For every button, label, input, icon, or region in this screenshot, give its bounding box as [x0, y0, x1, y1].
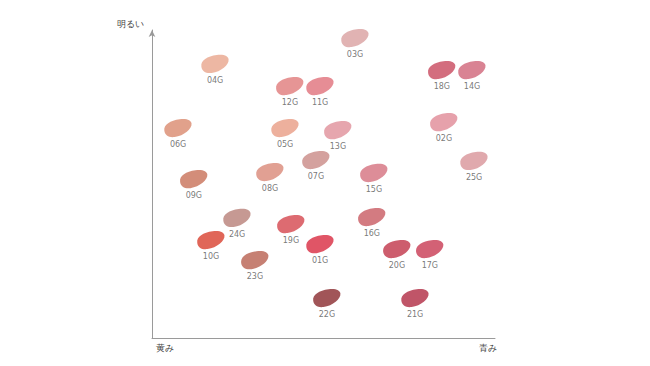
svg-text:黄み: 黄み [156, 343, 174, 353]
svg-text:18G: 18G [434, 82, 450, 91]
svg-text:22G: 22G [319, 310, 335, 319]
svg-text:04G: 04G [207, 76, 223, 85]
svg-text:02G: 02G [436, 134, 452, 143]
svg-text:17G: 17G [422, 261, 438, 270]
svg-text:19G: 19G [283, 236, 299, 245]
svg-text:15G: 15G [366, 185, 382, 194]
svg-text:14G: 14G [464, 82, 480, 91]
svg-text:21G: 21G [407, 310, 423, 319]
svg-text:10G: 10G [203, 252, 219, 261]
svg-text:明るい: 明るい [117, 19, 144, 29]
svg-text:24G: 24G [229, 230, 245, 239]
svg-text:23G: 23G [247, 272, 263, 281]
svg-text:01G: 01G [312, 256, 328, 265]
svg-text:青み: 青み [479, 343, 497, 353]
svg-text:16G: 16G [364, 229, 380, 238]
svg-text:08G: 08G [262, 184, 278, 193]
svg-text:03G: 03G [347, 50, 363, 59]
svg-text:13G: 13G [330, 142, 346, 151]
svg-text:05G: 05G [277, 140, 293, 149]
svg-text:25G: 25G [466, 173, 482, 182]
svg-text:20G: 20G [389, 261, 405, 270]
svg-text:07G: 07G [308, 172, 324, 181]
svg-text:09G: 09G [186, 191, 202, 200]
svg-text:12G: 12G [282, 98, 298, 107]
svg-text:11G: 11G [312, 98, 328, 107]
svg-text:06G: 06G [170, 140, 186, 149]
